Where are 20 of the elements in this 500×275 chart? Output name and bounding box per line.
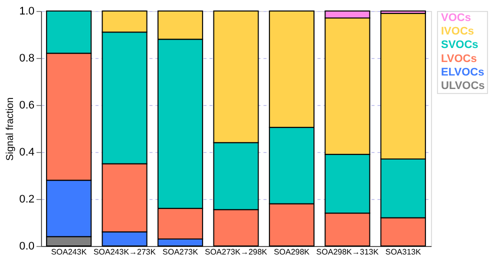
y-tick-label: 0.4 (19, 146, 34, 158)
text: ELVOCs (441, 66, 484, 78)
x-tick-label: SOA313K (385, 248, 422, 256)
x-tick-label: SOA273K→298K (204, 248, 268, 256)
text: ULVOCs (441, 80, 485, 92)
y-tick-label: 0.8 (19, 52, 34, 64)
series-label: IVOCs (441, 26, 474, 38)
x-tick-label: SOA273K (162, 248, 199, 256)
x-tick-label: SOA298K→313K (316, 248, 380, 256)
y-tick-label: 0.6 (19, 100, 34, 112)
y-tick-label: 1.0 (19, 6, 34, 18)
y-axis-title: Signal fraction (5, 97, 16, 161)
y-tick-label: 0.2 (19, 194, 34, 206)
text: SVOCs (441, 39, 478, 52)
x-tick-label: SOA243K (51, 248, 88, 256)
text: LVOCs (441, 52, 477, 65)
series-label: VOCs (441, 12, 471, 24)
y-tick-label: 0.0 (19, 240, 34, 252)
x-tick-label: SOA298K (274, 248, 310, 256)
x-tick-label: SOA243K→273K (93, 248, 156, 256)
